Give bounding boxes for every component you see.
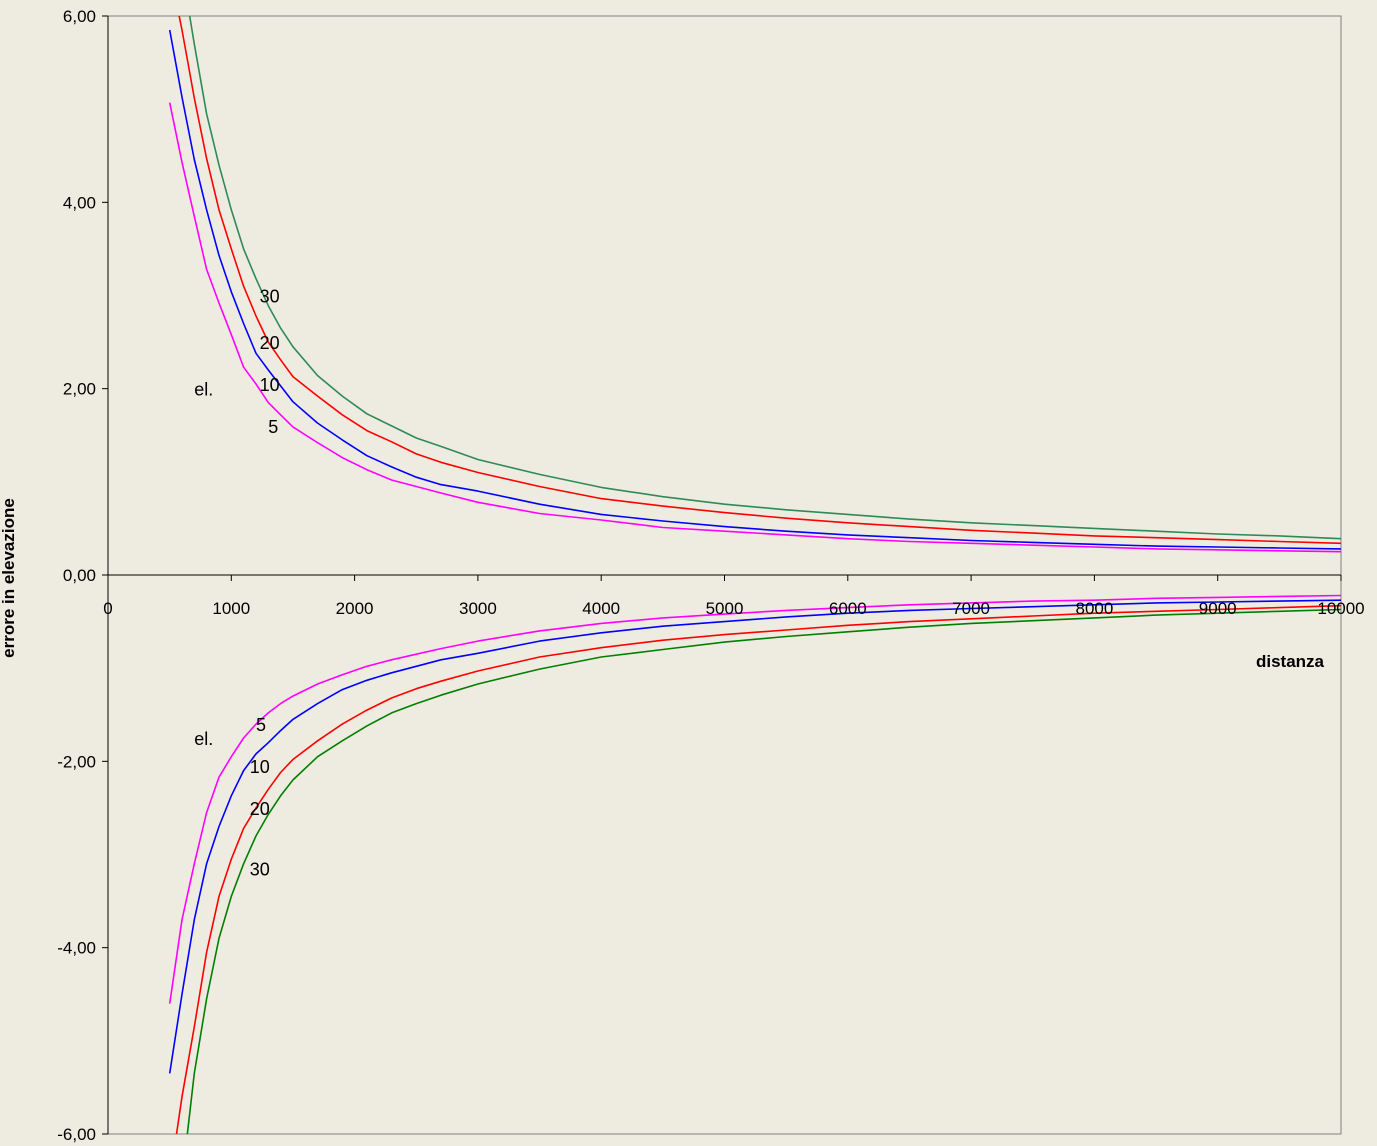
- x-tick-label: 9000: [1199, 599, 1237, 618]
- series-line-10: [168, 599, 1341, 1074]
- y-tick-label: 0,00: [63, 566, 96, 585]
- annotation-label: 20: [260, 333, 280, 353]
- x-tick-label: 4000: [582, 599, 620, 618]
- series-line-30: [186, 608, 1341, 1134]
- y-tick-label: -2,00: [57, 752, 96, 771]
- annotations: 30 20 el. 10 5 5 el. 10 20 30: [194, 287, 279, 880]
- y-axis-title: errore in elevazione: [0, 498, 18, 658]
- annotation-label: 5: [268, 417, 278, 437]
- y-tick-label: 2,00: [63, 380, 96, 399]
- series-line-30: [188, 16, 1341, 540]
- y-tick-label: 6,00: [63, 7, 96, 26]
- x-tick-label: 1000: [212, 599, 250, 618]
- x-tick-label: 7000: [952, 599, 990, 618]
- x-axis-title: distanza: [1256, 652, 1325, 671]
- annotation-label: el.: [194, 380, 213, 400]
- series-line-5: [168, 594, 1341, 1004]
- annotation-label: 30: [250, 859, 270, 879]
- series-line-20: [175, 604, 1341, 1134]
- x-ticks: 0 1000 2000 3000 4000 5000 6000 7000 8000 9000 100…: [103, 575, 1365, 618]
- series-line-20: [178, 16, 1341, 545]
- annotation-label: 20: [250, 799, 270, 819]
- annotation-label: 30: [260, 287, 280, 307]
- annotation-label: 10: [260, 375, 280, 395]
- x-tick-label: 8000: [1075, 599, 1113, 618]
- y-ticks: 6,00 4,00 2,00 0,00 -2,00 -4,00 -6,00: [57, 7, 108, 1144]
- series-layer: [168, 16, 1341, 1134]
- x-tick-label: 3000: [459, 599, 497, 618]
- x-tick-label: 6000: [829, 599, 867, 618]
- annotation-label: 10: [250, 757, 270, 777]
- x-tick-label: 5000: [706, 599, 744, 618]
- series-line-10: [168, 29, 1341, 550]
- x-tick-label: 2000: [336, 599, 374, 618]
- x-tick-label: 10000: [1317, 599, 1364, 618]
- y-tick-label: -6,00: [57, 1125, 96, 1144]
- annotation-label: el.: [194, 729, 213, 749]
- annotation-label: 5: [256, 715, 266, 735]
- series-line-5: [168, 102, 1341, 553]
- x-tick-label: 0: [103, 599, 112, 618]
- y-tick-label: -4,00: [57, 939, 96, 958]
- y-tick-label: 4,00: [63, 193, 96, 212]
